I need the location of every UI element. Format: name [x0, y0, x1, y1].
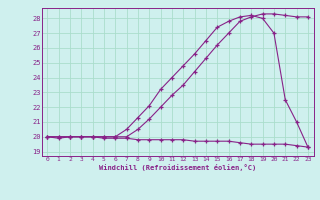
- X-axis label: Windchill (Refroidissement éolien,°C): Windchill (Refroidissement éolien,°C): [99, 164, 256, 171]
